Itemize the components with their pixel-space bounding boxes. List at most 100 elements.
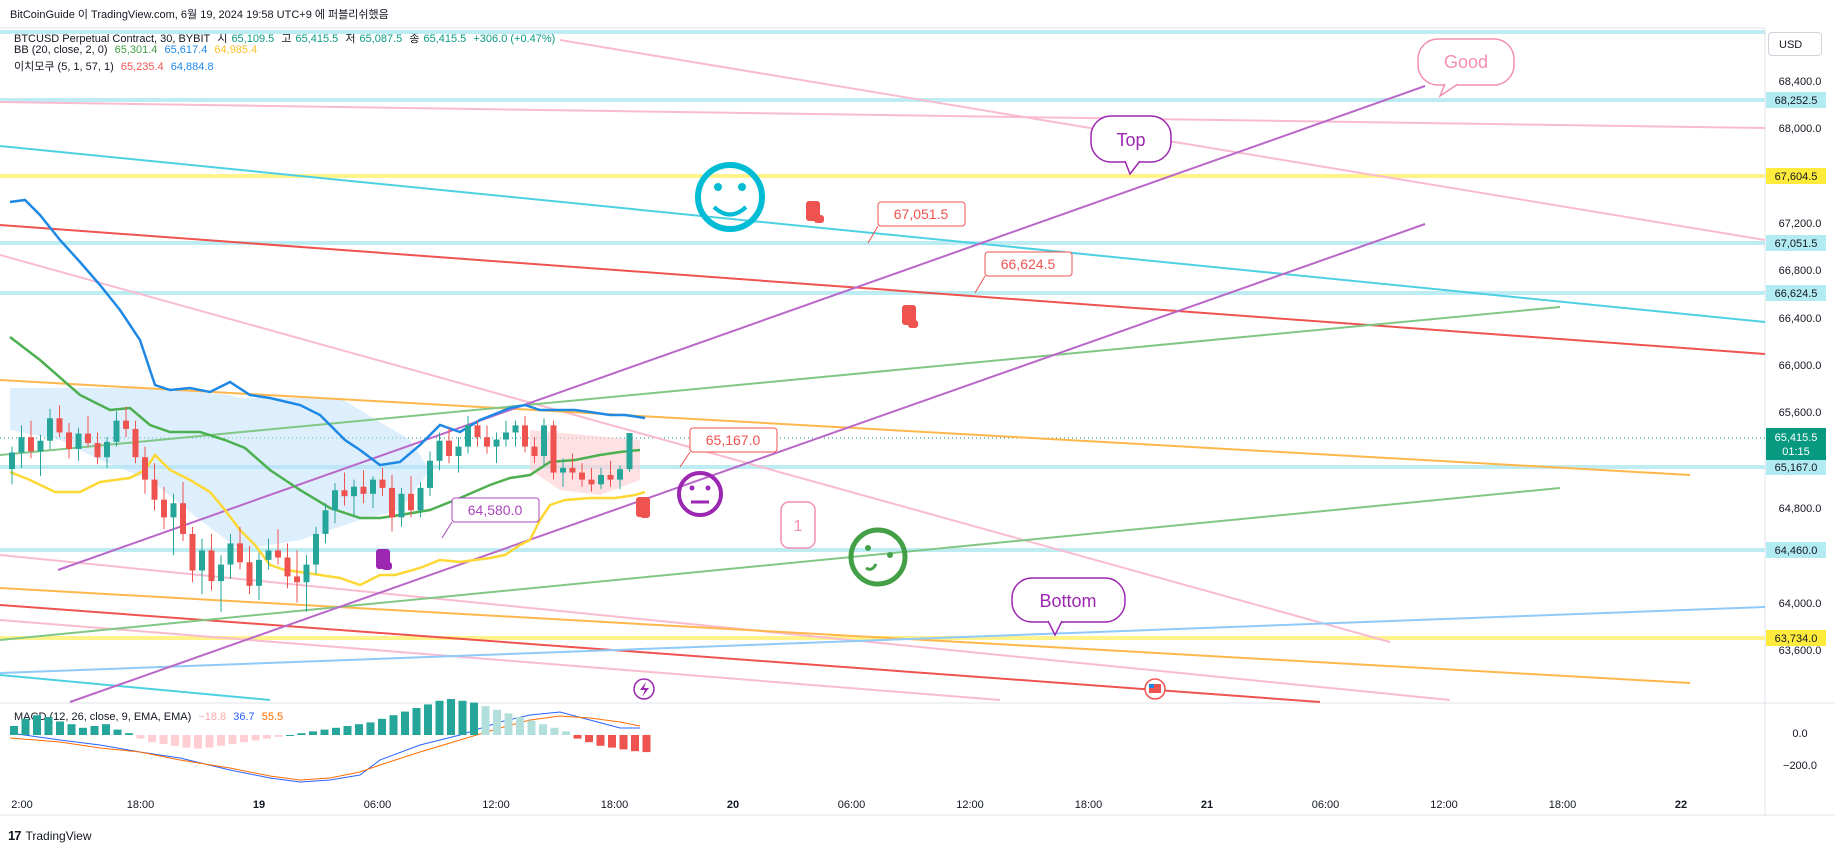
time-label: 2:00 xyxy=(11,799,32,811)
candle xyxy=(47,408,53,449)
time-axis: 2:00 18:00 19 06:00 12:00 18:00 20 06:00 12:00 18… xyxy=(11,799,1687,811)
label-64580-text: 64,580.0 xyxy=(468,502,523,518)
macd-bar xyxy=(343,726,352,735)
callout-good: Good xyxy=(1417,38,1515,98)
pink-trend-5 xyxy=(0,619,1001,701)
candle xyxy=(360,470,367,504)
candle xyxy=(85,415,91,447)
candle xyxy=(389,474,395,532)
svg-text:65,415.5: 65,415.5 xyxy=(1775,432,1818,444)
svg-text:67,604.5: 67,604.5 xyxy=(1775,171,1818,183)
candle xyxy=(531,437,538,464)
candle xyxy=(142,446,148,494)
candle xyxy=(113,411,120,447)
macd-bar xyxy=(366,722,375,735)
macd-bar xyxy=(240,735,248,743)
macd-bar xyxy=(194,735,202,749)
candle xyxy=(607,460,614,487)
macd-bar xyxy=(33,715,41,735)
callout-bottom: Bottom xyxy=(1011,577,1126,637)
time-label: 06:00 xyxy=(364,799,392,811)
symbol-name: BTCUSD Perpetual Contract, 30, BYBIT xyxy=(14,33,211,45)
bb-upper xyxy=(9,198,646,467)
macd-bar xyxy=(435,700,444,735)
macd-bar xyxy=(596,735,605,746)
candle xyxy=(208,533,215,591)
orange-trend-2 xyxy=(0,587,1691,684)
candle xyxy=(446,427,452,464)
candle xyxy=(493,432,500,464)
pointing-hand-icon-3 xyxy=(636,497,650,518)
cyan-trend-2 xyxy=(0,674,271,701)
candle xyxy=(218,555,224,612)
macd-bar xyxy=(631,735,639,752)
candle xyxy=(66,423,72,459)
happy-face-icon xyxy=(695,162,765,232)
price-tick: 63,600.0 xyxy=(1779,645,1822,657)
publisher-line: BitCoinGuide 이 TradingView.com, 6월 19, 2… xyxy=(10,9,389,21)
symbol-legend: BTCUSD Perpetual Contract, 30, BYBIT 시 65… xyxy=(14,30,559,46)
price-tick: 66,800.0 xyxy=(1779,265,1822,277)
candle xyxy=(303,555,310,612)
us-flag-icon xyxy=(1144,678,1166,700)
current-price-tag: 65,415.5 01:15 xyxy=(1766,428,1826,460)
candle xyxy=(75,427,82,461)
candle xyxy=(408,476,414,518)
green-trend-2 xyxy=(0,487,1561,641)
callout-good-text: Good xyxy=(1444,52,1488,72)
red-trend-2 xyxy=(0,604,1321,703)
candle xyxy=(436,432,443,471)
macd-bar xyxy=(136,735,145,739)
macd-bar xyxy=(182,735,191,748)
macd-bar xyxy=(619,735,628,750)
neutral-face-icon xyxy=(677,471,723,517)
callout-top: Top xyxy=(1090,115,1172,176)
macd-bar xyxy=(573,735,582,739)
macd-bar xyxy=(125,733,133,735)
candle xyxy=(465,415,471,454)
ohlc-open: 시 65,109.5 xyxy=(217,33,275,45)
candle xyxy=(427,451,433,497)
price-tick: 67,200.0 xyxy=(1779,218,1822,230)
candle xyxy=(170,493,177,556)
callout-1-text: 1 xyxy=(794,518,803,535)
macd-bar xyxy=(10,726,18,735)
currency-button[interactable]: USD xyxy=(1768,32,1822,56)
candle xyxy=(56,405,63,438)
candle xyxy=(398,487,405,527)
price-tick: 64,000.0 xyxy=(1779,598,1822,610)
macd-bar xyxy=(585,735,593,743)
macd-bar xyxy=(113,729,122,735)
candle xyxy=(294,550,300,603)
candle xyxy=(484,425,490,454)
macd-bar xyxy=(550,727,559,735)
candle xyxy=(351,479,357,516)
time-label: 20 xyxy=(727,799,739,811)
ohlc-low: 저 65,087.5 xyxy=(345,33,403,45)
macd-bar xyxy=(504,713,513,735)
price-tick: 68,400.0 xyxy=(1779,76,1822,88)
candle xyxy=(569,453,576,480)
price-tick: 64,800.0 xyxy=(1779,503,1822,515)
callout-bottom-text: Bottom xyxy=(1039,591,1096,611)
time-label: 12:00 xyxy=(1430,799,1458,811)
macd-bar xyxy=(286,735,294,736)
candle xyxy=(199,538,205,595)
bb-legend: BB (20, close, 2, 0) 65,301.4 65,617.4 6… xyxy=(14,44,258,56)
price-tick: 66,400.0 xyxy=(1779,313,1822,325)
candle xyxy=(256,552,262,600)
price-tick: 66,000.0 xyxy=(1779,360,1822,372)
macd-bar xyxy=(297,733,306,735)
candle xyxy=(265,538,272,570)
cyan-trend xyxy=(0,145,1766,323)
macd-bar xyxy=(378,718,386,735)
callout-1: 1 xyxy=(780,501,816,549)
candle xyxy=(474,420,481,447)
macd-bar xyxy=(79,727,87,735)
candle xyxy=(9,446,15,485)
macd-tick: 0.0 xyxy=(1792,728,1807,740)
callout-top-text: Top xyxy=(1116,130,1145,150)
brand-name: TradingView xyxy=(25,828,92,843)
purple-channel-upper xyxy=(57,85,1426,571)
